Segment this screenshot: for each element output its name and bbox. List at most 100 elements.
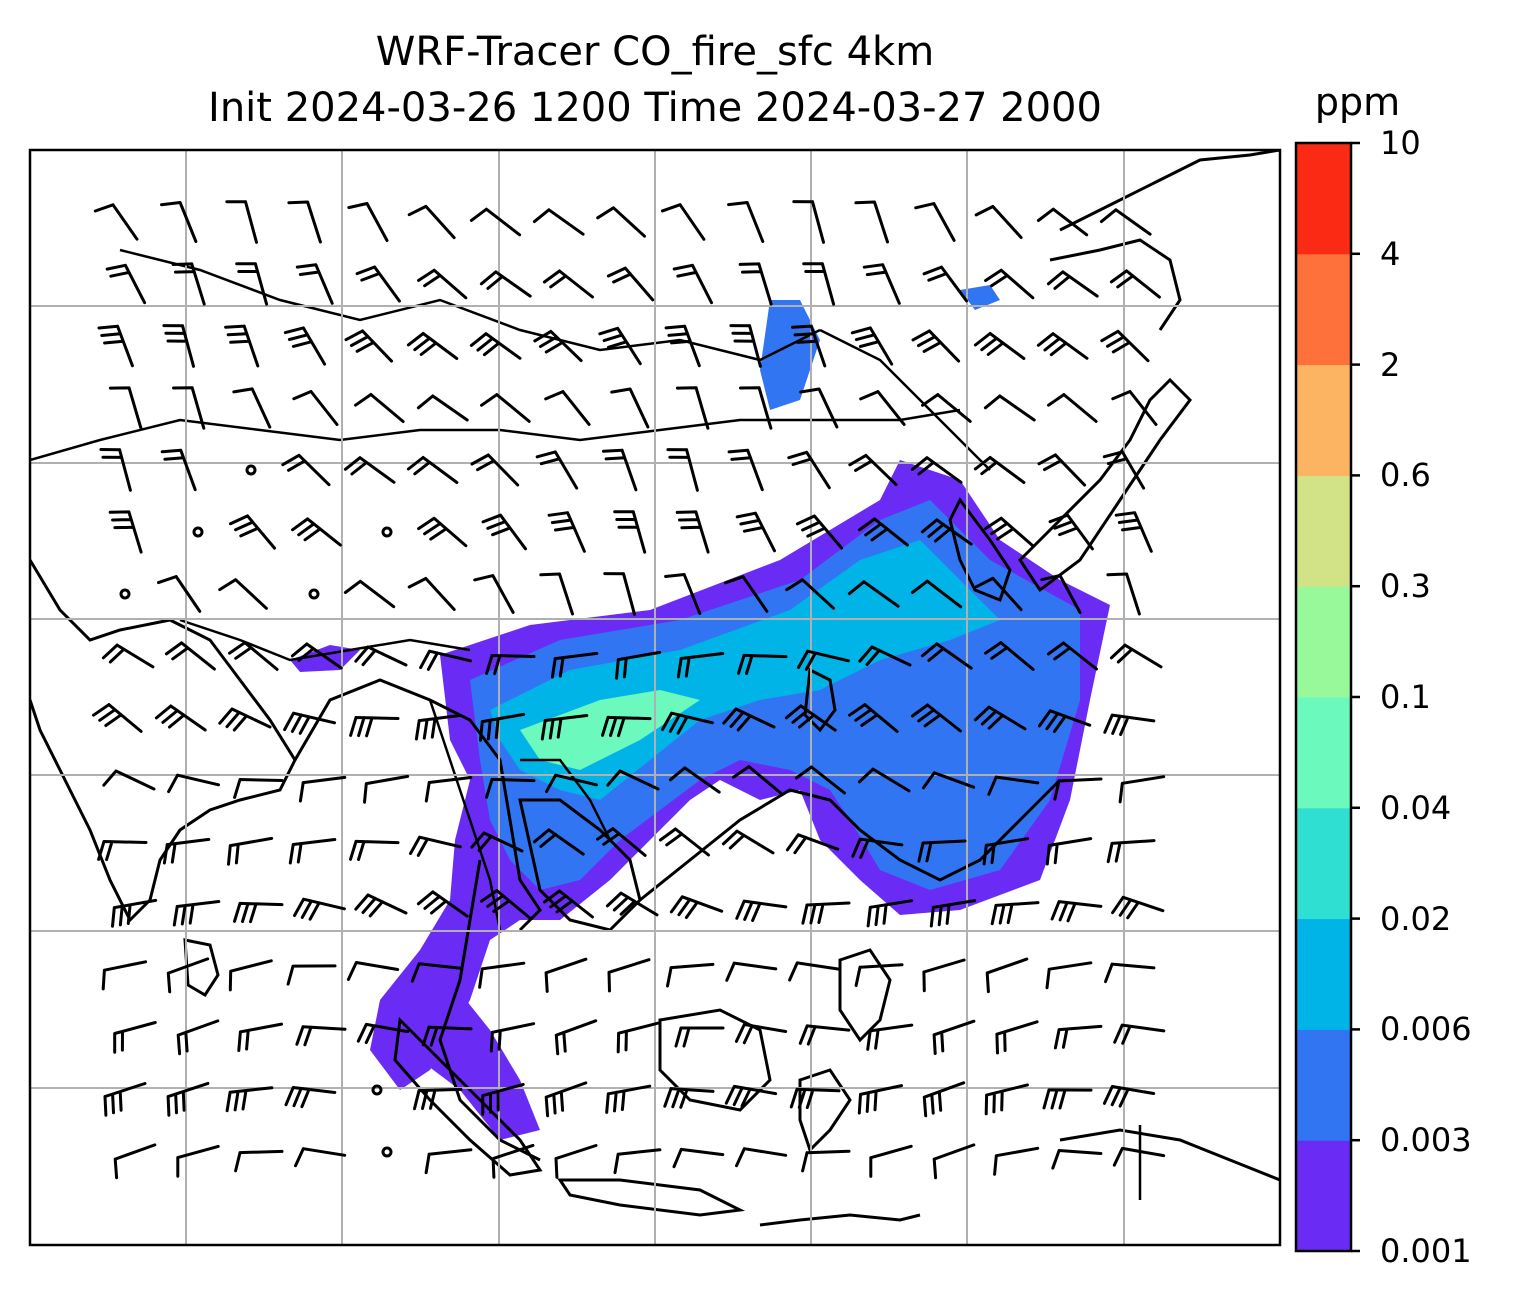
wind-barb — [788, 961, 841, 982]
wind-barb — [287, 200, 322, 244]
wind-barb — [799, 387, 839, 429]
coastline-java — [557, 1178, 746, 1217]
wind-barb — [1111, 390, 1158, 426]
wind-barb — [932, 1019, 976, 1055]
wind-barb — [974, 205, 1023, 239]
wind-barb — [862, 263, 901, 305]
coastline-sulawesi — [798, 1068, 852, 1153]
colorbar-segment — [1296, 586, 1351, 698]
gridlines — [30, 150, 1280, 1245]
wind-barb — [228, 959, 273, 992]
wind-barb — [172, 900, 221, 927]
wind-barb — [544, 957, 588, 993]
wind-barb — [727, 201, 765, 243]
wind-barb — [1109, 643, 1163, 669]
wind-barb — [666, 448, 699, 492]
wind-calm-marker — [192, 526, 204, 538]
coastline-japan — [1018, 377, 1192, 593]
wind-barb — [407, 577, 456, 611]
wind-barb — [343, 579, 396, 609]
wind-barb — [1053, 777, 1103, 801]
wind-barb — [1113, 1023, 1166, 1045]
tracer-south-plume — [400, 980, 540, 1140]
wind-barb — [406, 456, 459, 484]
colorbar-tick-label: 0.1 — [1380, 678, 1431, 716]
wind-barb — [605, 1084, 652, 1114]
wind-barb — [237, 1022, 284, 1052]
colorbar-tick-label: 10 — [1380, 124, 1421, 162]
wind-barb — [922, 1081, 966, 1118]
wind-barb — [850, 326, 894, 366]
wind-barb — [1106, 839, 1156, 864]
wind-barb — [225, 200, 258, 244]
colorbar-tick-label: 0.02 — [1380, 899, 1452, 938]
colorbar-tick-label: 0.001 — [1380, 1232, 1472, 1270]
wind-barb — [794, 765, 846, 795]
wind-barb — [172, 386, 206, 430]
wind-barb — [658, 827, 710, 857]
wind-barb — [406, 332, 459, 360]
wind-barb — [162, 324, 195, 368]
wind-barb — [532, 828, 585, 856]
wind-barb — [480, 889, 531, 919]
wind-barb — [554, 1144, 598, 1179]
wind-barb — [984, 516, 1035, 548]
wind-barb — [1047, 393, 1098, 423]
wind-barb — [113, 1143, 157, 1180]
wind-barb — [542, 269, 594, 299]
wind-barb — [1045, 837, 1093, 866]
wind-calm-marker — [381, 526, 393, 538]
wind-barb — [545, 773, 598, 793]
wind-barb — [424, 1148, 473, 1175]
wind-barb — [1042, 1088, 1093, 1110]
wind-barb — [1046, 641, 1098, 671]
wind-barb — [987, 775, 1040, 796]
wind-barb — [859, 390, 906, 426]
wind-barb — [858, 645, 912, 667]
wind-calm-marker — [381, 1146, 393, 1158]
wind-barb — [984, 268, 1035, 300]
wind-barb — [1118, 775, 1166, 804]
wind-barb — [1046, 270, 1099, 298]
wind-barb — [929, 899, 977, 928]
wind-barb — [854, 200, 889, 244]
coastline-korea — [948, 497, 1012, 602]
wind-barb — [93, 203, 139, 241]
wind-barb — [602, 448, 638, 492]
wind-barb — [102, 769, 156, 791]
wind-barb — [97, 840, 148, 862]
wind-barb — [974, 576, 1023, 612]
wind-barb — [663, 1087, 715, 1109]
wind-barbs — [92, 200, 1166, 1180]
wind-barb — [785, 833, 840, 855]
wind-barb — [218, 707, 272, 732]
wind-barb — [535, 450, 579, 490]
wind-barb — [410, 962, 463, 983]
wind-barb — [176, 1019, 220, 1056]
wind-barb — [792, 200, 825, 244]
colorbar-tick-label: 0.3 — [1380, 567, 1431, 606]
wind-barb — [347, 202, 389, 242]
wind-barb — [470, 453, 520, 487]
tracer-ne-patch — [960, 285, 1000, 310]
map-title-line2: Init 2024-03-26 1200 Time 2024-03-27 200… — [208, 85, 1102, 131]
map-frame — [28, 148, 1282, 1247]
wind-barb — [1102, 1085, 1156, 1108]
wind-barb — [233, 778, 284, 799]
wind-barb — [1036, 332, 1089, 360]
wind-barb — [910, 579, 963, 609]
wind-barb — [801, 901, 851, 925]
wind-barb — [234, 1149, 284, 1173]
wind-barb — [607, 958, 651, 993]
wind-barb — [298, 775, 347, 803]
wind-barb — [92, 703, 143, 733]
wind-barb — [284, 1086, 337, 1109]
wind-barb — [789, 1087, 841, 1110]
wind-barb — [984, 641, 1035, 671]
wind-barb — [162, 837, 211, 865]
colorbar-segment — [1296, 1140, 1351, 1252]
wind-barb — [995, 1020, 1039, 1055]
wind-barb — [664, 573, 702, 615]
wind-barb — [491, 1143, 535, 1179]
wind-barb — [668, 766, 721, 794]
